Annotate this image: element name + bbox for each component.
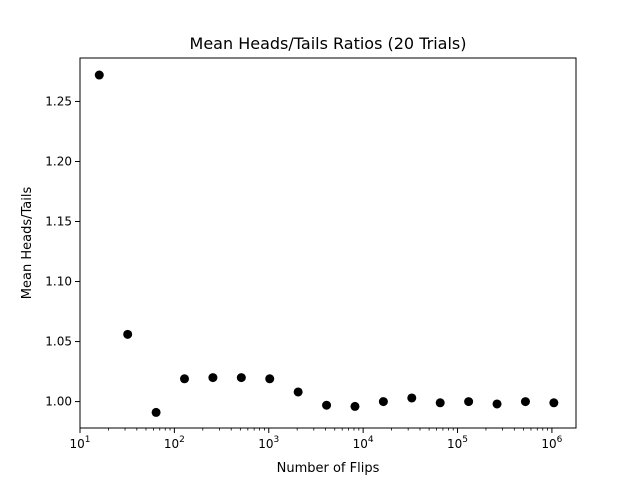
- y-axis-ticks: 1.00 1.05 1.10 1.15 1.20 1.25: [45, 94, 80, 409]
- y-tick-label: 1.10: [45, 275, 72, 289]
- data-point: [208, 373, 218, 383]
- x-tick-label: 103: [258, 435, 279, 451]
- y-axis-label: Mean Heads/Tails: [20, 187, 35, 300]
- y-tick-label: 1.05: [45, 335, 72, 349]
- x-tick-label: 105: [447, 435, 468, 451]
- x-tick-label: 106: [541, 435, 562, 451]
- data-point: [520, 397, 530, 407]
- data-point: [378, 397, 388, 407]
- y-tick-label: 1.25: [45, 94, 72, 108]
- data-point: [94, 70, 104, 80]
- data-point: [492, 399, 502, 409]
- data-point: [350, 401, 360, 411]
- data-point: [236, 373, 246, 383]
- data-point: [265, 374, 275, 384]
- data-point: [180, 374, 189, 384]
- y-tick-label: 1.15: [45, 215, 72, 229]
- data-point: [123, 329, 133, 339]
- data-point: [407, 393, 417, 403]
- x-tick-label: 101: [69, 435, 90, 451]
- data-point: [435, 398, 445, 408]
- x-axis-ticks: 101 102 103 104 105 106: [69, 428, 563, 451]
- data-point: [464, 397, 474, 407]
- y-tick-label: 1.00: [45, 395, 72, 409]
- x-axis-label: Number of Flips: [277, 461, 380, 476]
- chart-title: Mean Heads/Tails Ratios (20 Trials): [190, 34, 467, 53]
- data-point: [293, 387, 303, 397]
- data-points: [94, 70, 559, 417]
- plot-frame: [79, 57, 577, 429]
- data-point: [549, 398, 559, 408]
- data-point: [322, 400, 332, 410]
- x-tick-label: 102: [164, 435, 185, 451]
- y-tick-label: 1.20: [45, 154, 72, 168]
- x-tick-label: 104: [353, 435, 374, 451]
- data-point: [151, 407, 161, 417]
